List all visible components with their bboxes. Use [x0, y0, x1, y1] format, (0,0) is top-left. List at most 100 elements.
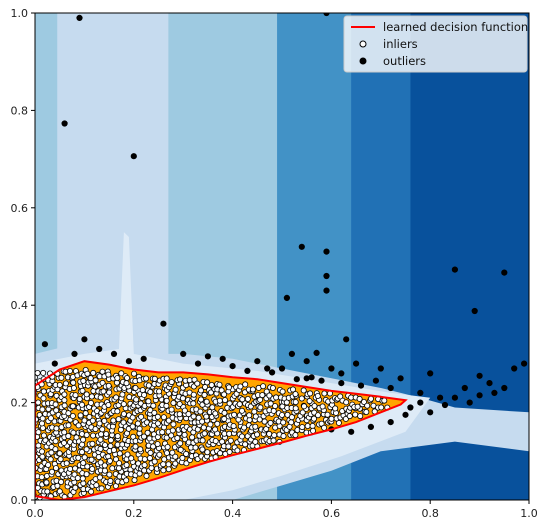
x-axis-ticks: 0.0 0.2 0.4 0.6 0.8 1.0: [26, 500, 538, 520]
inlier-point: [116, 450, 123, 457]
inlier-point: [92, 426, 99, 433]
outlier-point: [353, 360, 360, 367]
outlier-point: [343, 336, 350, 343]
outlier-point: [51, 360, 58, 367]
inlier-point: [172, 460, 179, 467]
inlier-point: [176, 411, 183, 418]
inlier-point: [300, 387, 307, 394]
inlier-point: [61, 397, 68, 404]
inlier-point: [101, 462, 108, 469]
inlier-point: [381, 397, 388, 404]
inlier-point: [242, 381, 249, 388]
inlier-point: [90, 432, 97, 439]
inlier-point: [207, 421, 214, 428]
inlier-point: [96, 474, 103, 481]
inlier-point: [272, 403, 279, 410]
inlier-point: [115, 416, 122, 423]
inlier-point: [35, 399, 42, 406]
inlier-point: [137, 446, 144, 453]
inlier-point: [319, 403, 326, 410]
inlier-point: [133, 396, 140, 403]
inlier-point: [61, 402, 68, 409]
outlier-point: [96, 345, 103, 353]
outlier-point: [180, 350, 187, 358]
inlier-point: [113, 394, 120, 401]
y-tick-label: 0.0: [11, 494, 29, 507]
outlier-point: [486, 380, 493, 387]
outlier-point: [125, 358, 132, 365]
outlier-point: [476, 372, 483, 379]
inlier-point: [179, 454, 186, 461]
inlier-point: [190, 391, 197, 398]
inlier-point: [266, 392, 273, 399]
inlier-point: [177, 446, 184, 453]
inlier-point: [75, 454, 82, 461]
y-tick-label: 1.0: [11, 7, 29, 20]
inlier-point: [57, 456, 64, 463]
inlier-point: [96, 420, 103, 427]
inlier-point: [176, 376, 183, 383]
inlier-point: [45, 461, 52, 468]
inlier-point: [74, 475, 81, 482]
inlier-point: [136, 425, 143, 432]
inlier-point: [292, 432, 299, 439]
inlier-point: [70, 379, 77, 386]
inlier-point: [52, 401, 59, 408]
inlier-point: [139, 387, 146, 394]
outlier-point: [229, 363, 236, 370]
decision-boundary-line: [35, 360, 408, 500]
inlier-point: [77, 412, 84, 419]
inlier-point: [83, 471, 90, 478]
x-tick-label: 0.0: [26, 507, 44, 520]
inlier-point: [244, 395, 251, 402]
y-axis-ticks: 0.0 0.2 0.4 0.6 0.8 1.0: [11, 7, 35, 507]
inlier-point: [39, 415, 46, 422]
outlier-point: [451, 266, 459, 273]
inlier-point: [170, 421, 177, 428]
inlier-point: [61, 439, 68, 446]
inlier-point: [88, 456, 95, 463]
inlier-point: [84, 463, 91, 470]
inlier-point: [69, 412, 76, 419]
inlier-point: [234, 447, 241, 454]
inlier-point: [299, 409, 306, 416]
inlier-point: [151, 409, 158, 416]
inlier-point: [309, 422, 316, 429]
inlier-point: [147, 388, 154, 395]
inlier-point: [83, 446, 90, 453]
inlier-point: [378, 404, 385, 411]
outlier-point: [372, 377, 380, 384]
x-tick-label: 0.2: [125, 507, 143, 520]
inlier-point: [53, 407, 60, 414]
outlier-point: [387, 419, 394, 426]
outlier-points: [41, 13, 528, 435]
inlier-point: [81, 454, 88, 461]
outlier-point: [427, 409, 434, 416]
inlier-point: [138, 413, 145, 420]
inlier-point: [169, 427, 176, 434]
inlier-point: [52, 446, 59, 453]
inlier-point: [201, 430, 208, 437]
y-tick-label: 0.8: [11, 104, 29, 117]
inlier-point: [120, 410, 127, 417]
inlier-point: [134, 420, 141, 427]
inlier-point: [105, 401, 112, 408]
inlier-point: [39, 406, 46, 413]
inlier-point: [261, 418, 268, 425]
inlier-point: [53, 465, 60, 472]
outlier-point: [61, 120, 68, 127]
inlier-point: [263, 388, 270, 395]
inlier-point: [321, 390, 328, 397]
inlier-point: [197, 408, 204, 415]
inlier-point: [61, 429, 68, 436]
outlier-point: [466, 399, 473, 406]
inlier-point: [150, 402, 157, 409]
inlier-point: [238, 407, 245, 414]
inlier-point: [363, 408, 370, 415]
inlier-point: [191, 376, 198, 383]
inlier-point: [135, 460, 142, 467]
legend-outlier-marker: [359, 57, 367, 65]
outlier-point: [407, 404, 414, 411]
inlier-point: [103, 430, 110, 437]
